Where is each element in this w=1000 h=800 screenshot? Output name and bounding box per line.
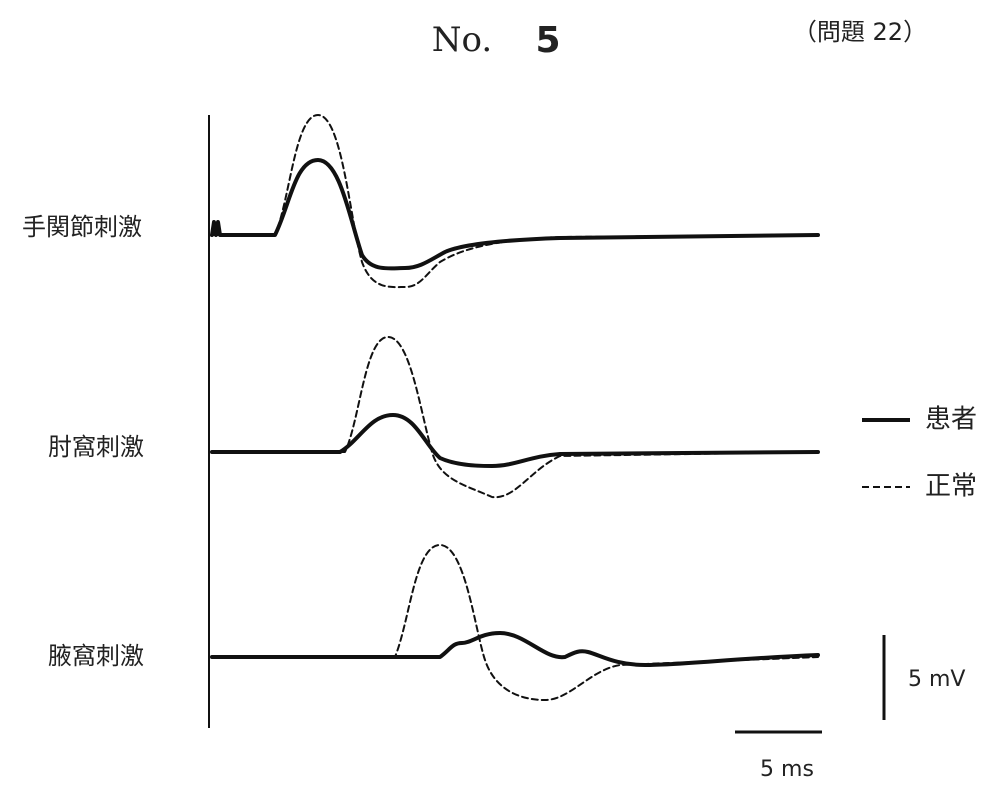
trace-label: 手関節刺激 <box>22 213 142 241</box>
trace-label: 肘窩刺激 <box>48 433 144 461</box>
header-question: （問題 22） <box>793 18 927 46</box>
patient-wave <box>210 158 820 271</box>
legend-label: 患者 <box>925 405 977 435</box>
header-number: 5 <box>535 20 560 61</box>
voltage-scale-label: 5 mV <box>908 667 965 692</box>
normal-wave <box>211 114 819 289</box>
trace-label: 腋窩刺激 <box>48 642 144 670</box>
legend-label: 正常 <box>925 472 977 502</box>
time-scale-label: 5 ms <box>760 757 814 782</box>
patient-wave <box>210 631 820 667</box>
normal-wave <box>211 544 819 701</box>
patient-wave <box>210 413 820 468</box>
normal-wave <box>211 336 819 499</box>
header-label: No. <box>432 20 492 60</box>
